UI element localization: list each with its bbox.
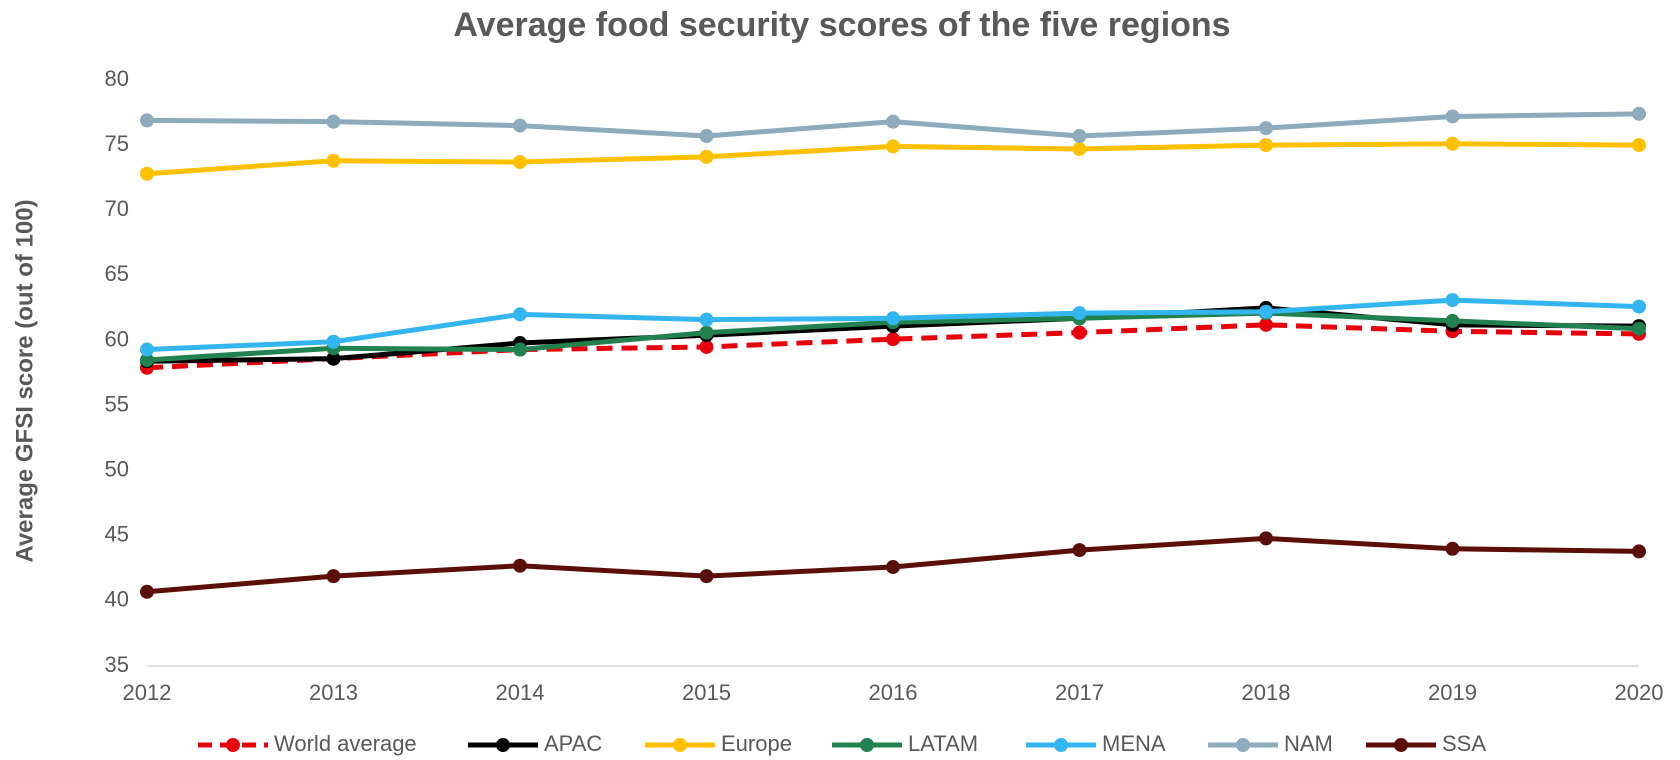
- x-tick-label: 2015: [682, 680, 731, 705]
- data-point: [886, 311, 900, 326]
- data-point: [1072, 543, 1087, 558]
- data-point: [1072, 306, 1087, 321]
- legend-marker: [226, 738, 240, 752]
- data-point: [886, 114, 900, 129]
- y-tick-label: 45: [105, 522, 129, 547]
- legend-label: LATAM: [908, 731, 978, 756]
- legend-marker: [673, 738, 687, 752]
- legend-marker: [1236, 738, 1250, 752]
- data-point: [1632, 138, 1646, 153]
- data-point: [326, 569, 341, 584]
- data-point: [513, 155, 527, 170]
- data-point: [1072, 325, 1087, 340]
- x-tick-label: 2014: [496, 680, 545, 705]
- data-point: [699, 128, 714, 143]
- data-point: [1259, 317, 1273, 332]
- data-point: [140, 166, 154, 181]
- legend-label: NAM: [1284, 731, 1333, 756]
- data-point: [886, 332, 900, 347]
- data-point: [1632, 106, 1646, 121]
- y-tick-label: 55: [105, 391, 129, 416]
- legend-marker: [1394, 738, 1408, 752]
- data-point: [699, 339, 714, 354]
- y-tick-label: 70: [105, 196, 129, 221]
- data-point: [513, 342, 527, 357]
- data-point: [1632, 321, 1646, 336]
- data-point: [699, 325, 714, 340]
- x-tick-label: 2018: [1242, 680, 1291, 705]
- data-point: [1445, 109, 1460, 124]
- data-point: [1632, 299, 1646, 314]
- data-point: [140, 342, 154, 357]
- data-point: [699, 569, 714, 584]
- x-tick-label: 2016: [869, 680, 918, 705]
- legend-marker: [496, 738, 510, 752]
- data-point: [886, 139, 900, 154]
- y-axis-label: Average GFSI score (out of 100): [11, 199, 38, 562]
- data-point: [1259, 531, 1273, 546]
- y-tick-label: 40: [105, 587, 129, 612]
- data-point: [1445, 313, 1460, 328]
- data-point: [326, 351, 341, 366]
- y-tick-label: 75: [105, 131, 129, 156]
- y-tick-label: 50: [105, 456, 129, 481]
- x-tick-label: 2012: [123, 680, 172, 705]
- data-point: [513, 558, 527, 573]
- x-tick-label: 2017: [1055, 680, 1104, 705]
- data-point: [513, 118, 527, 133]
- data-point: [1632, 544, 1646, 559]
- data-point: [1072, 128, 1087, 143]
- y-tick-label: 65: [105, 261, 129, 286]
- legend-marker: [1054, 738, 1068, 752]
- x-tick-label: 2013: [309, 680, 358, 705]
- data-point: [886, 560, 900, 575]
- data-point: [699, 312, 714, 327]
- data-point: [513, 307, 527, 322]
- y-tick-label: 35: [105, 652, 129, 677]
- data-point: [1445, 541, 1460, 556]
- data-point: [1072, 142, 1087, 157]
- legend-label: SSA: [1442, 731, 1486, 756]
- data-point: [326, 114, 341, 129]
- data-point: [140, 584, 154, 599]
- legend-label: MENA: [1102, 731, 1166, 756]
- legend-marker: [860, 738, 874, 752]
- data-point: [140, 113, 154, 128]
- legend-label: Europe: [721, 731, 792, 756]
- data-point: [1445, 293, 1460, 308]
- data-point: [1445, 136, 1460, 151]
- data-point: [1259, 304, 1273, 319]
- data-point: [699, 149, 714, 164]
- legend-label: World average: [274, 731, 417, 756]
- data-point: [326, 334, 341, 349]
- chart-title: Average food security scores of the five…: [453, 6, 1230, 44]
- data-point: [1259, 121, 1273, 136]
- y-tick-label: 60: [105, 326, 129, 351]
- data-point: [326, 153, 341, 168]
- data-point: [1259, 138, 1273, 153]
- x-tick-label: 2019: [1428, 680, 1477, 705]
- y-tick-label: 80: [105, 66, 129, 91]
- legend-label: APAC: [544, 731, 602, 756]
- data-point: [140, 352, 154, 367]
- x-tick-label: 2020: [1615, 680, 1664, 705]
